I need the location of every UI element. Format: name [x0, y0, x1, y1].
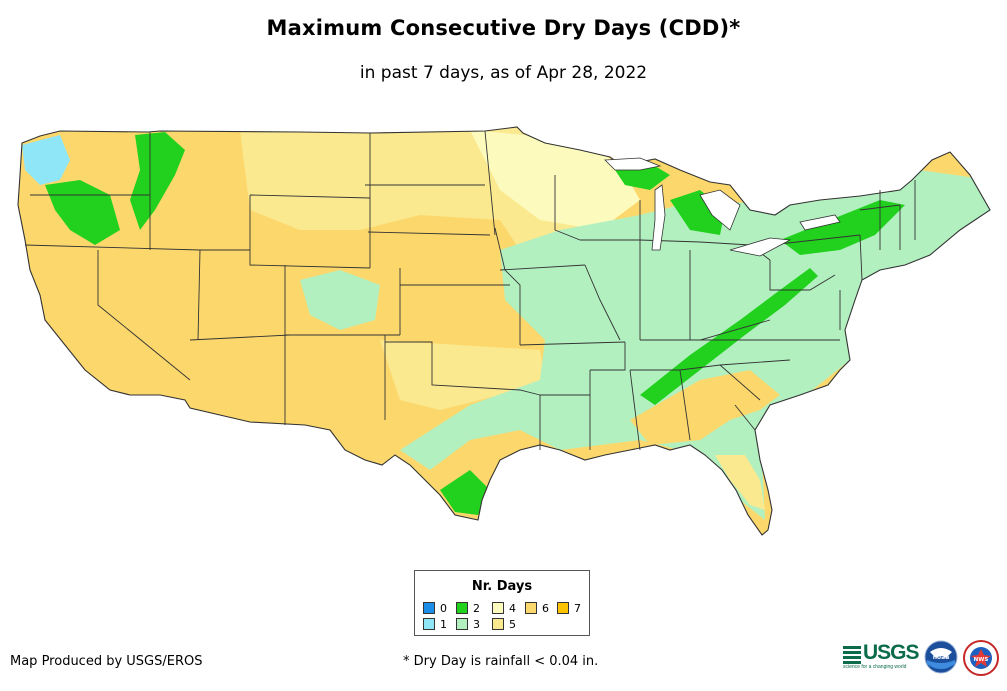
usgs-mark-icon [843, 644, 861, 664]
legend-label-5: 5 [509, 618, 516, 631]
lake-ontario [799, 214, 841, 231]
legend-item-6: 6 [525, 602, 549, 615]
dry-day-footnote: * Dry Day is rainfall < 0.04 in. [403, 654, 599, 669]
legend-label-6: 6 [542, 602, 549, 615]
usgs-tagline: science for a changing world [843, 664, 907, 670]
map-subtitle: in past 7 days, as of Apr 28, 2022 [359, 63, 648, 83]
zone-texas-5-days [380, 340, 545, 410]
legend-label-0: 0 [440, 602, 447, 615]
legend-label-1: 1 [440, 618, 447, 631]
zone-east-3-days [400, 170, 990, 520]
zone-appalachian-2-days [640, 268, 818, 405]
legend-swatch-4 [492, 602, 504, 614]
zone-northern-rockies-2-days [130, 132, 185, 230]
legend-item-4: 4 [492, 602, 516, 615]
lake-erie [729, 237, 792, 257]
cdd-color-fields [18, 127, 990, 535]
legend-label-7: 7 [574, 602, 581, 615]
legend-swatch-2 [456, 602, 468, 614]
legend-swatch-3 [456, 618, 468, 630]
legend-label-3: 3 [473, 618, 480, 631]
legend-item-0: 0 [423, 602, 447, 615]
noaa-logo-text: noaa [933, 654, 950, 661]
credit-text: Map Produced by USGS/EROS [10, 654, 203, 669]
zone-washington-coast-1-day [22, 135, 70, 185]
usgs-logo: USGS science for a changing world [843, 641, 920, 671]
legend-item-2: 2 [456, 602, 480, 615]
legend-item-3: 3 [456, 618, 480, 631]
legend-item-5: 5 [492, 618, 516, 631]
zone-west-6-days [20, 195, 440, 470]
map-title: Maximum Consecutive Dry Days (CDD)* [266, 16, 741, 40]
legend-item-7: 7 [557, 602, 581, 615]
legend-swatch-7 [557, 602, 569, 614]
nws-logo-text: NWS [974, 657, 989, 663]
zone-texas-gulf-2-days [440, 470, 490, 515]
legend-swatch-6 [525, 602, 537, 614]
usgs-logo-text: USGS [863, 641, 920, 664]
zone-northeast-2-days [780, 200, 905, 255]
legend-swatch-1 [423, 618, 435, 630]
zone-southeast-6-days [630, 370, 780, 445]
lake-michigan [651, 184, 666, 251]
zone-colorado-3-days [300, 270, 380, 330]
zone-pacific-northwest-2-days [45, 180, 120, 245]
legend: Nr. Days 0 1 2 3 4 5 6 7 [414, 570, 590, 636]
legend-swatch-5 [492, 618, 504, 630]
legend-title: Nr. Days [471, 579, 533, 594]
great-lakes [604, 157, 841, 257]
noaa-logo: noaa [924, 640, 958, 674]
lake-huron [699, 189, 741, 231]
state-boundaries [17, 126, 991, 536]
legend-label-4: 4 [509, 602, 516, 615]
lake-superior [604, 157, 662, 171]
zone-florida-5-days [715, 455, 765, 510]
legend-label-2: 2 [473, 602, 480, 615]
legend-item-1: 1 [423, 618, 447, 631]
legend-swatch-0 [423, 602, 435, 614]
nws-logo: NWS [963, 640, 999, 676]
